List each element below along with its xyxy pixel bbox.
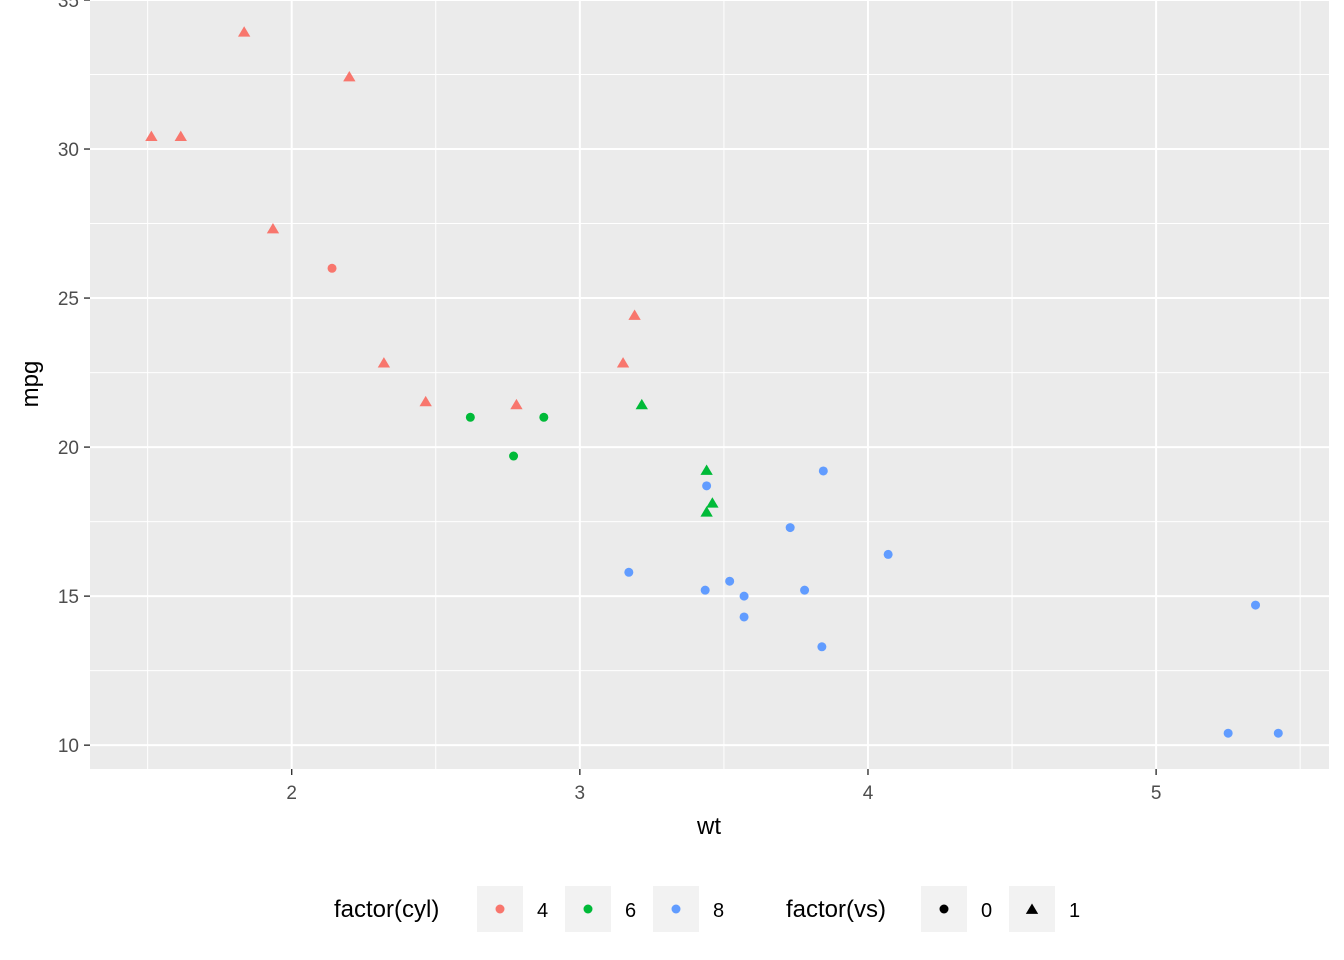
legend-label: 1 [1069, 900, 1080, 922]
data-point [1223, 728, 1233, 738]
data-point [700, 585, 710, 595]
legend: factor(cyl) 4 6 8 factor(vs) 0 1 [334, 886, 1080, 932]
minor-grid-lines [90, 0, 1329, 769]
x-axis-title: wt [696, 813, 721, 840]
y-tick-label: 30 [58, 140, 79, 161]
legend-symbol [1025, 903, 1039, 914]
data-point [343, 70, 356, 82]
data-point [539, 412, 549, 422]
data-point [817, 642, 827, 652]
data-point [616, 357, 630, 368]
data-point [377, 357, 391, 368]
data-point [266, 223, 280, 234]
y-tick-label: 20 [58, 438, 79, 459]
x-tick-label: 2 [286, 783, 297, 804]
data-point [509, 451, 519, 461]
data-point [883, 549, 893, 559]
data-point [635, 398, 648, 410]
data-point [419, 395, 432, 407]
y-tick-label: 15 [58, 587, 79, 608]
data-point [237, 26, 251, 37]
x-tick-label: 4 [863, 783, 874, 804]
data-point [785, 523, 795, 533]
data-point [465, 412, 475, 422]
data-point [725, 576, 735, 586]
data-point [702, 481, 712, 491]
legend-title: factor(vs) [786, 896, 886, 923]
legend-symbol [939, 904, 949, 914]
data-point [800, 585, 810, 595]
data-point [700, 506, 713, 517]
major-grid-lines [90, 0, 1329, 769]
legend-symbol [671, 904, 681, 914]
x-tick-label: 3 [575, 783, 586, 804]
x-tick-label: 5 [1151, 783, 1162, 804]
data-point [700, 464, 713, 475]
data-points [145, 26, 1283, 738]
data-point [1273, 728, 1283, 738]
data-point [1251, 600, 1261, 610]
data-point [510, 398, 523, 410]
legend-label: 8 [713, 900, 724, 922]
data-point [145, 130, 158, 142]
panel-background [90, 0, 1329, 769]
y-axis: 10 15 20 25 30 35 [58, 0, 90, 757]
data-point [706, 497, 719, 508]
legend-symbol [583, 904, 593, 914]
data-point [624, 567, 634, 577]
y-axis-title: mpg [17, 361, 44, 408]
data-point [818, 466, 828, 476]
data-point [739, 591, 749, 601]
data-point [174, 130, 187, 142]
legend-label: 4 [537, 900, 548, 922]
legend-symbol [495, 904, 505, 914]
data-point [739, 612, 749, 622]
y-tick-label: 35 [58, 0, 79, 12]
legend-title: factor(cyl) [334, 896, 439, 923]
y-tick-label: 10 [58, 736, 79, 757]
x-axis: 2 3 4 5 [286, 769, 1161, 804]
y-tick-label: 25 [58, 289, 79, 310]
data-point [327, 263, 337, 273]
legend-label: 0 [981, 900, 992, 922]
data-point [628, 309, 641, 320]
legend-label: 6 [625, 900, 636, 922]
